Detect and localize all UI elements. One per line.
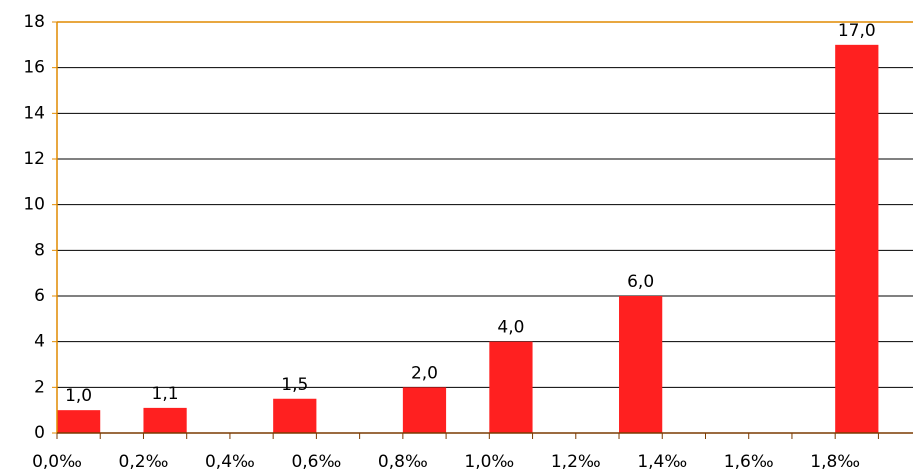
y-tick-label: 12 [23, 149, 45, 169]
y-tick-label: 4 [34, 332, 45, 352]
y-tick-label: 16 [23, 58, 45, 78]
y-tick-label: 18 [23, 12, 45, 32]
bar [835, 44, 879, 433]
value-label: 2,0 [411, 363, 438, 383]
y-tick-label: 10 [23, 195, 45, 215]
y-tick-label: 14 [23, 103, 45, 123]
y-tick-label: 0 [34, 423, 45, 443]
value-label: 1,0 [65, 386, 92, 406]
y-tick-label: 8 [34, 240, 45, 260]
value-label: 4,0 [497, 318, 524, 338]
y-tick-label: 6 [34, 286, 45, 306]
x-tick-label: 1,4‰ [637, 452, 687, 472]
bar [402, 387, 447, 433]
value-label: 1,1 [152, 384, 179, 404]
y-tick-label: 2 [34, 377, 45, 397]
value-label: 6,0 [627, 272, 654, 292]
value-label: 17,0 [838, 21, 876, 41]
x-tick-label: 1,8‰ [810, 452, 860, 472]
value-label: 1,5 [281, 375, 308, 395]
x-tick-label: 1,6‰ [724, 452, 774, 472]
bar [619, 296, 663, 433]
x-tick-label: 1,0‰ [464, 452, 514, 472]
bar [57, 410, 101, 433]
x-tick-label: 0,8‰ [378, 452, 428, 472]
bar [489, 341, 533, 433]
x-tick-label: 0,4‰ [205, 452, 255, 472]
bar [143, 407, 187, 433]
x-tick-label: 0,2‰ [119, 452, 169, 472]
x-tick-label: 0,0‰ [32, 452, 82, 472]
x-tick-label: 1,2‰ [551, 452, 601, 472]
x-tick-label: 0,6‰ [291, 452, 341, 472]
bar [273, 398, 317, 433]
